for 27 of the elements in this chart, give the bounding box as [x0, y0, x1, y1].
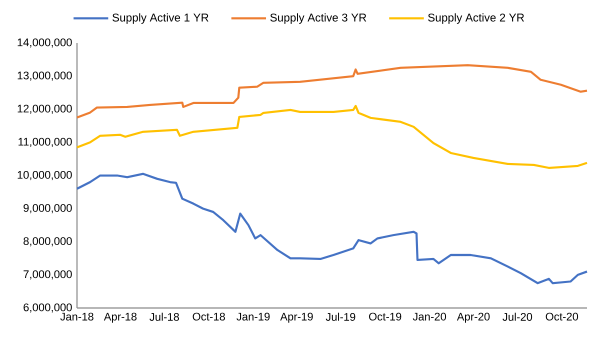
- x-tick-label: Apr-20: [456, 312, 490, 323]
- x-tick-label: Jul-20: [502, 312, 532, 321]
- x-tick-label: Jan-20: [412, 312, 446, 321]
- x-tick-label: Jul-18: [150, 312, 179, 321]
- y-tick-label: 14,000,000: [18, 38, 72, 48]
- y-tick-label: 7,000,000: [24, 270, 72, 280]
- y-tick-label: 9,000,000: [24, 204, 72, 214]
- x-tick-label: Jul-19: [326, 312, 356, 321]
- x-tick-label: Oct-18: [192, 312, 225, 321]
- y-tick-label: 8,000,000: [24, 237, 72, 246]
- y-tick-label: 13,000,000: [18, 72, 72, 81]
- x-tick-label: Apr-19: [280, 312, 313, 323]
- y-tick-label: 12,000,000: [18, 104, 72, 114]
- x-tick-label: Jan-18: [60, 312, 94, 321]
- line-series: [76, 104, 588, 169]
- line-series: [76, 172, 588, 284]
- x-tick-label: Oct-20: [546, 312, 578, 321]
- y-tick-label: 6,000,000: [24, 303, 72, 313]
- y-tick-label: 11,000,000: [18, 138, 72, 147]
- y-tick-label: 10,000,000: [18, 170, 72, 180]
- line-series: [76, 64, 588, 119]
- legend-label: Supply Active 2 YR: [428, 13, 524, 24]
- x-tick-label: Apr-18: [104, 312, 137, 323]
- x-tick-label: Jan-19: [236, 312, 270, 321]
- legend-label: Supply Active 1 YR: [112, 13, 208, 24]
- legend-label: Supply Active 3 YR: [270, 13, 366, 24]
- x-tick-label: Oct-19: [369, 312, 402, 321]
